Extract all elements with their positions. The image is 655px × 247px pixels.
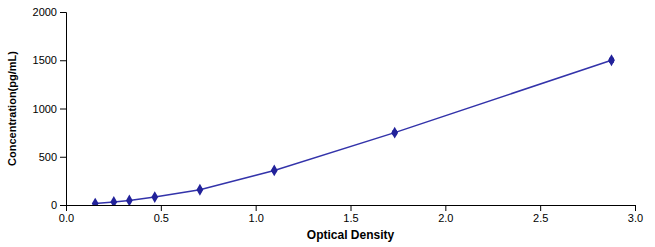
x-tick-mark: [256, 205, 257, 211]
y-tick-label: 1000: [33, 103, 57, 115]
y-tick: 0: [51, 199, 66, 211]
x-tick-mark: [635, 205, 636, 211]
y-tick: 500: [39, 151, 66, 163]
y-tick-mark: [60, 157, 66, 158]
x-tick: 0.0: [59, 205, 74, 224]
y-tick-label: 500: [39, 151, 57, 163]
marker: [126, 195, 133, 205]
marks: [92, 54, 615, 205]
y-tick-mark: [60, 60, 66, 61]
marker: [92, 198, 99, 205]
x-tick: 2.5: [533, 205, 548, 224]
marker: [151, 191, 158, 203]
y-tick-label: 2000: [33, 6, 57, 18]
x-tick-label: 1.0: [249, 212, 264, 224]
chart: 0.0 0.5 1.0 1.5 2.0 2.5 3.0 0 500 1000 1500 2000 Opt…: [0, 0, 655, 247]
x-tick-label: 3.0: [628, 212, 643, 224]
x-tick-mark: [351, 205, 352, 211]
y-tick-mark: [60, 205, 66, 206]
y-tick: 2000: [33, 6, 66, 18]
x-tick-label: 0.0: [59, 212, 74, 224]
marker: [197, 184, 204, 196]
plot: 0.0 0.5 1.0 1.5 2.0 2.5 3.0 0 500 1000 1500 2000 Opt…: [6, 6, 643, 242]
x-tick-label: 2.0: [438, 212, 453, 224]
x-tick-mark: [445, 205, 446, 211]
y-axis-line: [60, 13, 67, 206]
y-axis: 0 500 1000 1500 2000: [33, 6, 67, 211]
x-tick-label: 0.5: [154, 212, 169, 224]
marker: [110, 196, 117, 205]
x-axis: 0.0 0.5 1.0 1.5 2.0 2.5 3.0: [59, 205, 643, 224]
y-axis-title: Concentration(pg/mL): [6, 51, 18, 166]
y-tick-mark: [60, 109, 66, 110]
x-tick: 1.0: [249, 205, 264, 224]
x-axis-title: Optical Density: [307, 228, 395, 242]
line: [95, 60, 611, 203]
y-tick-label: 1500: [33, 54, 57, 66]
x-tick: 0.5: [154, 205, 169, 224]
x-tick: 3.0: [628, 205, 643, 224]
x-tick: 2.0: [438, 205, 453, 224]
x-tick-label: 1.5: [343, 212, 358, 224]
x-tick-mark: [540, 205, 541, 211]
y-tick-mark: [60, 12, 66, 13]
x-axis-line: [67, 206, 636, 212]
x-tick-label: 2.5: [533, 212, 548, 224]
x-tick-mark: [161, 205, 162, 211]
y-tick: 1500: [33, 54, 66, 66]
marker: [391, 127, 398, 139]
y-tick-label: 0: [51, 199, 57, 211]
x-tick: 1.5: [343, 205, 358, 224]
y-tick: 1000: [33, 103, 66, 115]
marker: [271, 165, 278, 177]
marker: [608, 54, 615, 66]
